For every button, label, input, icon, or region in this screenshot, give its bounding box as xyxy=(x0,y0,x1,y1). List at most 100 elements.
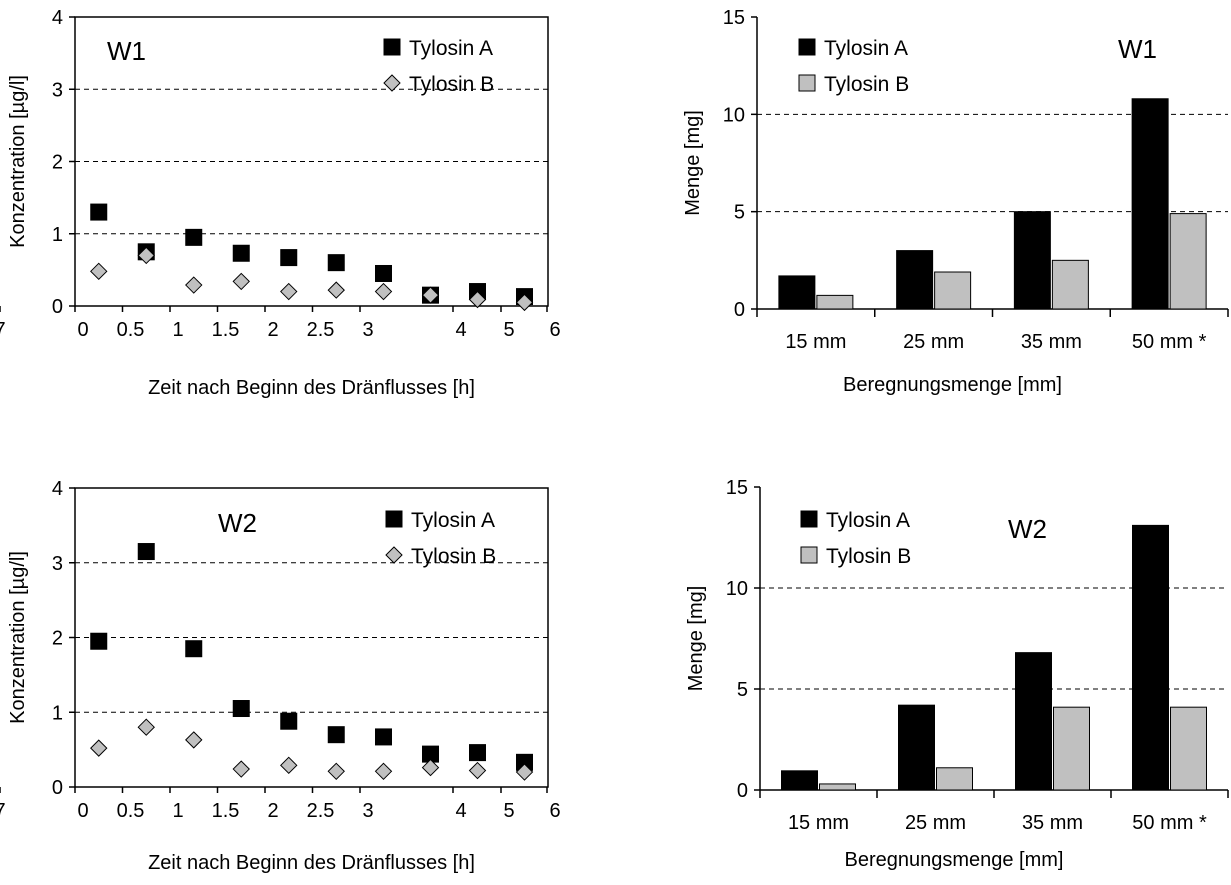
x-tick-label: 5 xyxy=(503,800,514,822)
data-point-tylosin-a xyxy=(280,712,298,730)
data-point-tylosin-b xyxy=(468,761,487,780)
bar-tylosin-a xyxy=(896,250,934,310)
bar-tylosin-b xyxy=(1051,259,1089,310)
data-point-tylosin-b xyxy=(280,756,298,775)
data-point-tylosin-b xyxy=(515,293,534,312)
x-tick-label: 7 xyxy=(0,800,6,822)
y-tick-label: 0 xyxy=(52,296,63,318)
bar-tylosin-b xyxy=(819,783,856,791)
x-tick-label: 0.5 xyxy=(117,800,145,822)
legend-marker-square xyxy=(800,510,818,528)
data-point-tylosin-a xyxy=(375,728,392,746)
x-category-label: 50 mm * xyxy=(1132,812,1207,834)
panel-label: W1 xyxy=(107,36,146,66)
bar-tylosin-a xyxy=(1131,98,1169,310)
data-point-tylosin-a xyxy=(90,632,108,650)
legend-label: Tylosin A xyxy=(826,509,910,532)
x-tick-label: 5 xyxy=(503,319,514,341)
data-point-tylosin-b xyxy=(137,246,155,265)
bar-tylosin-a xyxy=(1132,524,1169,791)
data-point-tylosin-b xyxy=(421,286,440,304)
y-axis-title: Menge [mg] xyxy=(685,586,707,692)
legend-label: Tylosin A xyxy=(409,37,493,60)
x-axis-title: Zeit nach Beginn des Dränflusses [h] xyxy=(148,377,475,399)
y-tick-label: 3 xyxy=(52,553,63,575)
data-point-tylosin-b xyxy=(374,282,393,301)
x-tick-label: 1.5 xyxy=(212,319,240,341)
data-point-tylosin-a xyxy=(327,254,345,272)
bar-tylosin-b xyxy=(816,294,854,310)
legend-label: Tylosin A xyxy=(824,37,908,60)
data-point-tylosin-b xyxy=(90,739,108,757)
x-tick-label: 0.5 xyxy=(117,319,145,341)
x-tick-label: 1.5 xyxy=(212,800,240,822)
y-tick-label: 10 xyxy=(726,578,748,600)
bar-tylosin-b xyxy=(936,767,973,791)
legend-marker-diamond xyxy=(383,74,401,92)
bar-tylosin-b xyxy=(1053,706,1090,791)
x-axis-title: Beregnungsmenge [mm] xyxy=(843,374,1062,396)
x-category-label: 50 mm * xyxy=(1132,331,1207,353)
data-point-tylosin-b xyxy=(327,281,345,299)
legend-marker-square xyxy=(800,546,818,564)
x-tick-label: 1 xyxy=(172,319,183,341)
legend-label: Tylosin B xyxy=(409,73,494,96)
legend-marker-square xyxy=(385,510,403,528)
data-point-tylosin-a xyxy=(185,640,203,658)
x-category-label: 35 mm xyxy=(1021,331,1082,353)
y-tick-label: 1 xyxy=(52,702,63,724)
chart-panel-1: 0 1 2 3 4 Konzentration [µg/l] 0 0.5 1 1.5 2 2.5 3 4 5… xyxy=(0,7,561,399)
legend-label: Tylosin A xyxy=(411,509,495,532)
x-tick-label: 6 xyxy=(549,319,560,341)
data-point-tylosin-a xyxy=(232,244,250,262)
legend-label: Tylosin B xyxy=(824,73,909,96)
data-point-tylosin-b xyxy=(137,718,155,736)
chart-panel-3: 0 1 2 3 4 Konzentration [µg/l] 0 0.5 1 1.5 2 2.5 3 4 5… xyxy=(0,478,561,874)
y-tick-label: 15 xyxy=(723,7,745,29)
data-point-tylosin-a xyxy=(375,264,392,282)
data-point-tylosin-b xyxy=(185,731,203,749)
x-tick-label: 7 xyxy=(0,319,6,341)
y-tick-label: 10 xyxy=(723,104,745,126)
y-tick-label: 4 xyxy=(52,7,63,29)
y-tick-label: 2 xyxy=(52,152,63,174)
data-point-tylosin-b xyxy=(232,272,250,291)
y-tick-label: 3 xyxy=(52,79,63,101)
data-point-tylosin-b xyxy=(468,290,487,309)
legend-marker-diamond xyxy=(385,546,403,564)
data-point-tylosin-b xyxy=(421,758,440,777)
legend-marker-square xyxy=(798,38,816,56)
x-tick-label: 2 xyxy=(267,319,278,341)
x-tick-label: 0 xyxy=(77,319,88,341)
bar-tylosin-b xyxy=(934,271,972,310)
panel-label: W1 xyxy=(1118,34,1157,64)
data-point-tylosin-a xyxy=(469,744,486,762)
x-tick-label: 3 xyxy=(362,319,373,341)
bar-tylosin-b xyxy=(1169,213,1207,310)
y-tick-label: 0 xyxy=(734,299,745,321)
x-tick-label: 0 xyxy=(77,800,88,822)
x-category-label: 35 mm xyxy=(1022,812,1083,834)
x-category-label: 15 mm xyxy=(785,331,846,353)
y-tick-label: 0 xyxy=(52,777,63,799)
y-tick-label: 4 xyxy=(52,478,63,500)
y-tick-label: 5 xyxy=(734,202,745,224)
data-point-tylosin-b xyxy=(185,276,203,294)
bar-tylosin-a xyxy=(778,275,816,310)
x-tick-label: 3 xyxy=(362,800,373,822)
bar-tylosin-a xyxy=(781,770,818,791)
x-category-label: 25 mm xyxy=(903,331,964,353)
y-tick-label: 0 xyxy=(737,780,748,802)
chart-panel-4: 0 5 10 15 Menge [mg] 15 mm 25 mm 35 mm 50 mm * Be… xyxy=(685,477,1229,871)
panel-label: W2 xyxy=(1008,514,1047,544)
y-axis-title: Menge [mg] xyxy=(682,110,704,216)
data-point-tylosin-a xyxy=(232,700,250,718)
data-point-tylosin-b xyxy=(515,763,534,781)
y-tick-label: 2 xyxy=(52,628,63,650)
legend-label: Tylosin B xyxy=(826,545,911,568)
y-axis-title: Konzentration [µg/l] xyxy=(7,75,29,248)
bar-tylosin-a xyxy=(1013,211,1051,310)
x-tick-label: 4 xyxy=(455,319,466,341)
data-point-tylosin-b xyxy=(327,762,345,781)
data-point-tylosin-b xyxy=(90,262,108,281)
